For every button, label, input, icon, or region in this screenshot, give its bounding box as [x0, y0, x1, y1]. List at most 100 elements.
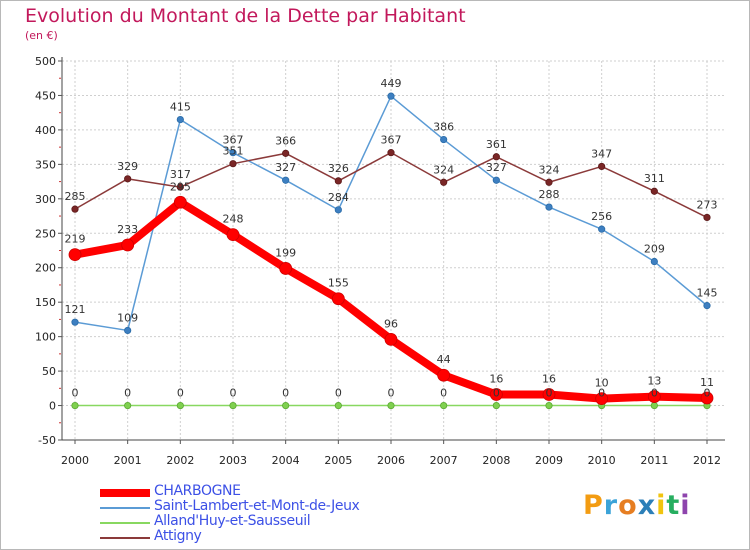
x-tick-label: 2006	[377, 454, 405, 467]
chart-title: Evolution du Montant de la Dette par Hab…	[25, 5, 466, 27]
data-label: 199	[275, 246, 296, 259]
data-point	[384, 332, 398, 346]
data-label: 386	[433, 121, 454, 134]
x-tick-label: 2003	[219, 454, 247, 467]
data-point	[229, 149, 237, 157]
proxiti-logo: Proxiti	[583, 490, 691, 521]
data-label: 0	[546, 387, 553, 400]
data-label: 44	[437, 353, 451, 366]
y-tick-label: 50	[42, 365, 56, 378]
legend-swatch	[100, 507, 150, 509]
data-label: 0	[230, 387, 237, 400]
data-point	[545, 203, 553, 211]
logo-letter: x	[637, 490, 657, 521]
data-point	[173, 195, 187, 209]
data-point	[703, 302, 711, 310]
data-label: 327	[275, 161, 296, 174]
data-point	[492, 401, 500, 410]
grid-lines	[62, 60, 725, 441]
data-label: 256	[591, 210, 612, 223]
data-point	[124, 175, 132, 183]
series-3	[71, 149, 711, 222]
data-label: 0	[440, 387, 447, 400]
data-label: 16	[542, 373, 556, 386]
data-point	[489, 388, 503, 401]
x-tick-label: 2009	[535, 454, 563, 467]
data-label: 11	[700, 376, 714, 389]
data-label: 233	[117, 223, 138, 236]
data-label: 329	[117, 160, 138, 173]
y-tick-label: -50	[38, 434, 56, 447]
data-label: 13	[647, 375, 661, 388]
data-label: 327	[486, 161, 507, 174]
data-point	[492, 153, 500, 161]
unit-label: (en €)	[25, 29, 58, 42]
axes	[61, 57, 725, 441]
data-label: 351	[223, 145, 244, 158]
legend-swatch	[100, 489, 150, 497]
data-point	[598, 225, 606, 233]
data-label: 96	[384, 317, 398, 330]
data-point	[331, 292, 345, 306]
logo-letter: P	[583, 490, 604, 521]
legend-label: Alland'Huy-et-Sausseuil	[154, 513, 311, 529]
data-label: 324	[433, 163, 454, 176]
data-label: 0	[72, 387, 79, 400]
data-point	[650, 187, 658, 195]
data-label: 10	[595, 377, 609, 390]
data-label: 311	[644, 172, 665, 185]
data-point	[121, 238, 135, 252]
data-point	[229, 160, 237, 168]
y-tick-label: 300	[35, 193, 56, 206]
data-point	[334, 206, 342, 214]
x-tick-label: 2008	[482, 454, 510, 467]
data-label: 273	[697, 198, 718, 211]
data-point	[176, 115, 184, 124]
x-tick-label: 2007	[430, 454, 458, 467]
data-point	[700, 391, 714, 405]
data-label: 109	[117, 311, 138, 324]
data-point	[124, 401, 132, 410]
series-layer	[68, 92, 714, 410]
data-label: 288	[539, 188, 560, 201]
data-label: 0	[493, 387, 500, 400]
data-point	[440, 135, 448, 144]
data-point	[440, 178, 448, 186]
data-label: 219	[65, 233, 86, 246]
data-label: 155	[328, 277, 349, 290]
legend-label: Saint-Lambert-et-Mont-de-Jeux	[154, 498, 360, 514]
data-label: 324	[539, 163, 560, 176]
data-point	[437, 368, 451, 382]
x-tick-label: 2000	[61, 454, 89, 467]
data-label: 317	[170, 168, 191, 181]
y-axis-ticks: -50 0 50 100 150 200 250 300 350 400 450 500	[35, 55, 62, 447]
data-point	[647, 390, 661, 403]
y-tick-label: 350	[35, 158, 56, 171]
data-label: 449	[381, 77, 402, 90]
data-label: 367	[381, 134, 402, 147]
x-tick-label: 2011	[640, 454, 668, 467]
data-point	[387, 149, 395, 157]
y-tick-label: 200	[35, 262, 56, 275]
y-tick-label: 150	[35, 296, 56, 309]
y-tick-label: 500	[35, 55, 56, 68]
logo-letter: i	[656, 490, 667, 521]
data-label: 0	[177, 387, 184, 400]
data-point	[282, 176, 290, 184]
data-point	[282, 401, 290, 410]
data-point	[334, 177, 342, 185]
data-point	[176, 401, 184, 410]
data-point	[226, 228, 240, 242]
logo-letter: t	[666, 490, 681, 521]
y-tick-label: 400	[35, 124, 56, 137]
x-tick-label: 2004	[272, 454, 300, 467]
data-label: 326	[328, 162, 349, 175]
data-label: 361	[486, 138, 507, 151]
data-label: 284	[328, 191, 349, 204]
legend-label: CHARBOGNE	[154, 483, 241, 499]
legend-label: Attigny	[154, 528, 202, 544]
x-tick-label: 2012	[693, 454, 721, 467]
data-point	[176, 183, 184, 191]
data-labels-layer: 219 233 295 248 199 155 96 44 16 16 10 13 11 121 109 41…	[65, 77, 718, 399]
